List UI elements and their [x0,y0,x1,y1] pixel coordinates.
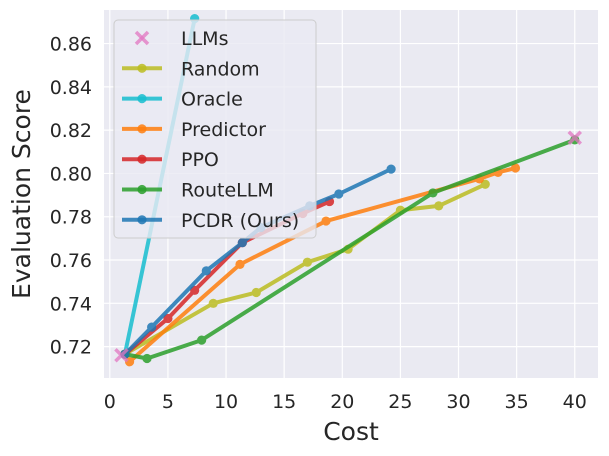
legend-item-routellm: RouteLLM [122,180,274,202]
x-tick-label: 35 [505,391,529,413]
random-point [302,257,313,267]
predictor-point [235,259,245,269]
y-tick-label: 0.82 [50,120,92,142]
pcdr-ours-point [334,189,344,199]
legend-item-ppo: PPO [122,149,219,171]
legend-box [113,19,317,239]
routellm-point [428,188,438,198]
random-point [208,298,218,308]
x-tick-label: 40 [563,391,587,413]
llm-marker [114,348,129,363]
legend-label: RouteLLM [181,180,274,202]
legend-marker [134,30,150,46]
legend-item-llms: LLMs [134,28,228,50]
pcdr-ours-point [201,266,211,276]
x-tick-label: 0 [104,391,116,413]
ppo-point [163,313,173,324]
legend-label: Predictor [181,119,266,141]
legend-item-pcdr-ours: PCDR (Ours) [122,210,299,232]
legend-marker [137,63,147,73]
legend: LLMs Random Oracle Predictor PPO RouteLLM PCDR… [113,19,317,239]
legend-marker [137,184,147,195]
x-tick-label: 15 [272,391,296,413]
y-tick-label: 0.84 [50,77,92,99]
y-tick-label: 0.74 [50,293,92,315]
x-tick-label: 10 [214,391,238,413]
routellm-point [142,353,152,364]
pcdr-ours-point [386,164,396,174]
routellm-point [197,335,207,345]
x-tick-label: 5 [162,391,174,413]
y-tick-label: 0.78 [50,207,92,229]
y-tick-label: 0.72 [50,337,92,359]
x-tick-label: 30 [446,391,470,413]
legend-marker [137,124,147,134]
legend-marker [137,215,147,225]
random-point [480,179,490,189]
x-tick-label: 25 [388,391,412,413]
pcdr-ours-point [147,322,157,332]
y-tick-label: 0.76 [50,250,92,272]
llm-markers [114,130,582,363]
y-tick-label: 0.86 [50,34,92,56]
predictor-point [321,216,331,226]
legend-label: Oracle [181,89,243,111]
pcdr-ours-point [237,238,247,248]
legend-label: Random [181,58,260,80]
legend-item-oracle: Oracle [122,89,243,111]
x-tick-label: 20 [330,391,354,413]
legend-item-predictor: Predictor [122,119,266,141]
legend-label: LLMs [181,28,228,50]
legend-item-random: Random [122,58,260,80]
y-axis-label: Evaluation Score [7,89,36,299]
y-tick-label: 0.80 [50,163,92,185]
legend-label: PCDR (Ours) [181,210,299,232]
random-point [434,201,444,211]
legend-marker [137,154,147,164]
legend-marker [137,94,147,104]
x-axis-label: Cost [323,417,379,446]
legend-label: PPO [181,149,219,171]
random-point [251,287,261,298]
random-line [122,182,488,357]
llm-marker [567,130,582,145]
x-tick-labels: 0 5 10 15 20 25 30 35 40 [104,391,587,413]
y-tick-labels: 0.72 0.74 0.76 0.78 0.80 0.82 0.84 0.86 [50,34,92,359]
predictor-point [510,163,521,173]
